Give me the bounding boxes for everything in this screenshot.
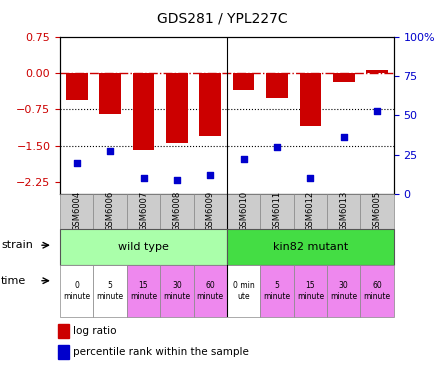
Text: GSM6010: GSM6010	[239, 191, 248, 231]
Text: GSM6008: GSM6008	[172, 191, 182, 231]
Text: 60
minute: 60 minute	[197, 281, 224, 301]
Bar	[99, 73, 121, 114]
Text: GSM6009: GSM6009	[206, 191, 215, 231]
Bar	[160, 194, 194, 229]
Text: 30
minute: 30 minute	[330, 281, 357, 301]
Bar	[227, 229, 394, 265]
Point	[240, 156, 247, 162]
Bar	[60, 194, 93, 229]
Text: GSM6011: GSM6011	[272, 191, 282, 231]
Bar	[294, 265, 327, 317]
Bar	[93, 194, 127, 229]
Text: GSM6004: GSM6004	[72, 191, 81, 231]
Bar	[233, 73, 255, 90]
Bar	[360, 265, 394, 317]
Point	[307, 175, 314, 181]
Text: 5
minute: 5 minute	[263, 281, 291, 301]
Bar	[133, 73, 154, 150]
Text: percentile rank within the sample: percentile rank within the sample	[73, 347, 249, 357]
Text: 60
minute: 60 minute	[364, 281, 391, 301]
Point	[274, 144, 281, 150]
Text: 15
minute: 15 minute	[130, 281, 157, 301]
Text: GSM6006: GSM6006	[105, 191, 115, 231]
Bar	[194, 265, 227, 317]
Bar	[299, 73, 321, 126]
Text: kin82 mutant: kin82 mutant	[273, 242, 348, 252]
Bar	[366, 71, 388, 73]
Bar	[194, 194, 227, 229]
Bar	[60, 265, 93, 317]
Text: strain: strain	[1, 240, 33, 250]
Bar	[127, 194, 160, 229]
Bar	[266, 73, 288, 98]
Bar	[327, 265, 360, 317]
Text: 15
minute: 15 minute	[297, 281, 324, 301]
Bar	[294, 194, 327, 229]
Bar	[333, 73, 355, 82]
Bar	[58, 345, 69, 359]
Bar	[227, 265, 260, 317]
Point	[140, 175, 147, 181]
Point	[374, 108, 381, 113]
Point	[340, 134, 348, 140]
Bar	[260, 265, 294, 317]
Bar	[127, 265, 160, 317]
Bar	[199, 73, 221, 136]
Bar	[58, 324, 69, 338]
Bar	[327, 194, 360, 229]
Text: wild type: wild type	[118, 242, 169, 252]
Text: 0 min
ute: 0 min ute	[233, 281, 255, 301]
Bar	[160, 265, 194, 317]
Text: 0
minute: 0 minute	[63, 281, 90, 301]
Bar	[93, 265, 127, 317]
Text: GSM6007: GSM6007	[139, 191, 148, 231]
Text: GSM6005: GSM6005	[372, 191, 382, 231]
Text: GSM6012: GSM6012	[306, 191, 315, 231]
Text: GDS281 / YPL227C: GDS281 / YPL227C	[157, 12, 288, 26]
Bar	[360, 194, 394, 229]
Text: 30
minute: 30 minute	[163, 281, 190, 301]
Text: time: time	[1, 276, 26, 286]
Point	[207, 172, 214, 178]
Bar	[166, 73, 188, 143]
Text: 5
minute: 5 minute	[97, 281, 124, 301]
Bar	[260, 194, 294, 229]
Text: GSM6013: GSM6013	[339, 191, 348, 231]
Point	[73, 160, 81, 165]
Bar	[66, 73, 88, 100]
Bar	[227, 194, 260, 229]
Point	[174, 177, 181, 183]
Point	[107, 149, 114, 154]
Bar	[60, 229, 227, 265]
Text: log ratio: log ratio	[73, 326, 117, 336]
